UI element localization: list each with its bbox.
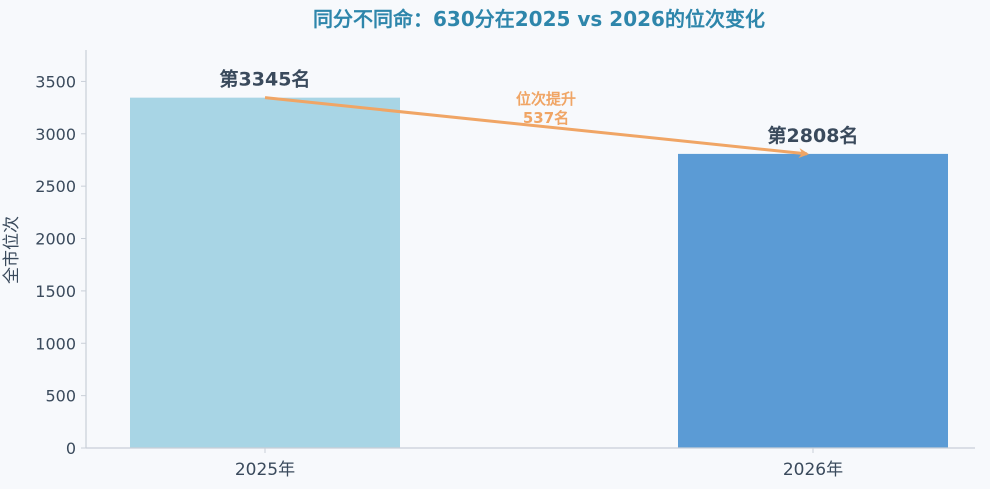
y-tick-label: 1000 [35, 334, 76, 353]
bar-value-label: 第3345名 [220, 68, 311, 91]
y-axis-label: 全市位次 [2, 216, 22, 284]
y-tick-label: 0 [66, 439, 76, 458]
x-tick-label: 2025年 [235, 460, 295, 480]
y-tick-label: 3500 [35, 72, 76, 91]
y-axis: 0 500 1000 1500 2000 2500 3000 3500 [35, 50, 87, 458]
y-tick-label: 2000 [35, 230, 76, 249]
y-tick-label: 1500 [35, 282, 76, 301]
x-tick-label: 2026年 [783, 460, 843, 480]
y-tick-label: 500 [45, 387, 76, 406]
y-tick-label: 2500 [35, 177, 76, 196]
rank-change-arrow [264, 96, 809, 159]
x-axis: 2025年 2026年 [86, 447, 975, 480]
y-tick-label: 3000 [35, 125, 76, 144]
bar-2 [678, 153, 948, 449]
chart-title: 同分不同命：630分在2025 vs 2026的位次变化 [313, 7, 765, 31]
bar-1 [130, 97, 400, 448]
bars-group [130, 97, 948, 449]
annotation-line-1: 位次提升 [516, 90, 576, 108]
annotation-line-2: 537名 [523, 109, 569, 127]
bar-value-label: 第2808名 [768, 124, 859, 147]
